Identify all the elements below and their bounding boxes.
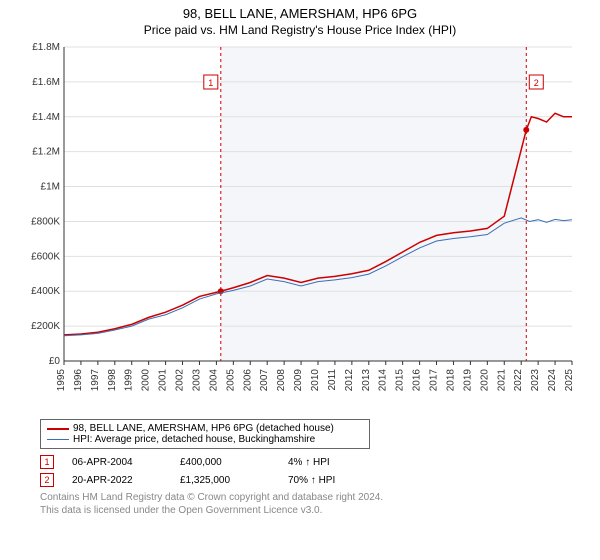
legend-label: 98, BELL LANE, AMERSHAM, HP6 6PG (detach… bbox=[73, 423, 334, 434]
svg-text:1999: 1999 bbox=[124, 369, 135, 392]
svg-text:2: 2 bbox=[534, 78, 539, 88]
svg-text:£800K: £800K bbox=[31, 216, 60, 227]
legend-row: HPI: Average price, detached house, Buck… bbox=[47, 434, 363, 445]
legend-line bbox=[47, 439, 69, 440]
svg-text:£600K: £600K bbox=[31, 251, 60, 262]
datapoint-pct: 70% ↑ HPI bbox=[288, 475, 398, 486]
datapoint-row: 2 20-APR-2022 £1,325,000 70% ↑ HPI bbox=[40, 473, 600, 487]
svg-text:2000: 2000 bbox=[141, 369, 152, 392]
datapoint-marker: 1 bbox=[40, 455, 54, 469]
svg-text:2016: 2016 bbox=[412, 369, 423, 392]
title-line-1: 98, BELL LANE, AMERSHAM, HP6 6PG bbox=[0, 0, 600, 21]
svg-text:2023: 2023 bbox=[530, 369, 541, 392]
svg-text:1996: 1996 bbox=[73, 369, 84, 392]
datapoint-row: 1 06-APR-2004 £400,000 4% ↑ HPI bbox=[40, 455, 600, 469]
datapoint-marker: 2 bbox=[40, 473, 54, 487]
chart-svg: £0 £200K £400K £600K £800K £1M £1.2M £1.4M £1.6M… bbox=[20, 41, 580, 411]
legend-row: 98, BELL LANE, AMERSHAM, HP6 6PG (detach… bbox=[47, 423, 363, 434]
legend-label: HPI: Average price, detached house, Buck… bbox=[73, 434, 315, 445]
title-line-2: Price paid vs. HM Land Registry's House … bbox=[0, 21, 600, 41]
svg-text:2006: 2006 bbox=[242, 369, 253, 392]
svg-text:2018: 2018 bbox=[445, 369, 456, 392]
datapoint-pct: 4% ↑ HPI bbox=[288, 457, 398, 468]
chart-area: £0 £200K £400K £600K £800K £1M £1.2M £1.4M £1.6M… bbox=[20, 41, 580, 411]
chart-container: 98, BELL LANE, AMERSHAM, HP6 6PG Price p… bbox=[0, 0, 600, 560]
datapoints-table: 1 06-APR-2004 £400,000 4% ↑ HPI 2 20-APR-2022… bbox=[40, 455, 600, 487]
svg-text:£0: £0 bbox=[49, 356, 61, 367]
svg-text:2008: 2008 bbox=[276, 369, 287, 392]
svg-text:2005: 2005 bbox=[225, 369, 236, 392]
svg-text:2012: 2012 bbox=[344, 369, 355, 392]
svg-text:2013: 2013 bbox=[361, 369, 372, 392]
svg-text:2007: 2007 bbox=[259, 369, 270, 392]
datapoint-date: 20-APR-2022 bbox=[72, 475, 162, 486]
svg-text:2010: 2010 bbox=[310, 369, 321, 392]
svg-text:2022: 2022 bbox=[513, 369, 524, 392]
svg-text:2014: 2014 bbox=[378, 369, 389, 392]
datapoint-price: £400,000 bbox=[180, 457, 270, 468]
svg-text:£1.4M: £1.4M bbox=[32, 112, 60, 123]
legend: 98, BELL LANE, AMERSHAM, HP6 6PG (detach… bbox=[40, 419, 370, 449]
legend-line bbox=[47, 428, 69, 430]
svg-text:£200K: £200K bbox=[31, 321, 60, 332]
svg-text:2011: 2011 bbox=[327, 369, 338, 391]
svg-text:2020: 2020 bbox=[479, 369, 490, 392]
svg-text:2004: 2004 bbox=[208, 369, 219, 392]
svg-text:£1M: £1M bbox=[41, 182, 60, 193]
footer-line-1: Contains HM Land Registry data © Crown c… bbox=[40, 491, 600, 504]
svg-text:2002: 2002 bbox=[175, 369, 186, 392]
footer-line-2: This data is licensed under the Open Gov… bbox=[40, 504, 600, 517]
svg-text:£1.8M: £1.8M bbox=[32, 42, 60, 53]
svg-text:2003: 2003 bbox=[191, 369, 202, 392]
svg-text:2001: 2001 bbox=[158, 369, 169, 392]
footer: Contains HM Land Registry data © Crown c… bbox=[40, 491, 600, 517]
svg-text:2015: 2015 bbox=[395, 369, 406, 392]
svg-text:2024: 2024 bbox=[547, 369, 558, 392]
svg-text:1: 1 bbox=[208, 78, 213, 88]
svg-text:2017: 2017 bbox=[429, 369, 440, 392]
svg-text:£400K: £400K bbox=[31, 286, 60, 297]
svg-text:2025: 2025 bbox=[564, 369, 575, 392]
svg-text:1997: 1997 bbox=[90, 369, 101, 392]
datapoint-price: £1,325,000 bbox=[180, 475, 270, 486]
svg-text:1998: 1998 bbox=[107, 369, 118, 392]
datapoint-date: 06-APR-2004 bbox=[72, 457, 162, 468]
svg-text:£1.2M: £1.2M bbox=[32, 147, 60, 158]
svg-text:2021: 2021 bbox=[496, 369, 507, 392]
svg-text:2019: 2019 bbox=[462, 369, 473, 392]
svg-text:£1.6M: £1.6M bbox=[32, 77, 60, 88]
svg-text:1995: 1995 bbox=[56, 369, 67, 392]
svg-text:2009: 2009 bbox=[293, 369, 304, 392]
